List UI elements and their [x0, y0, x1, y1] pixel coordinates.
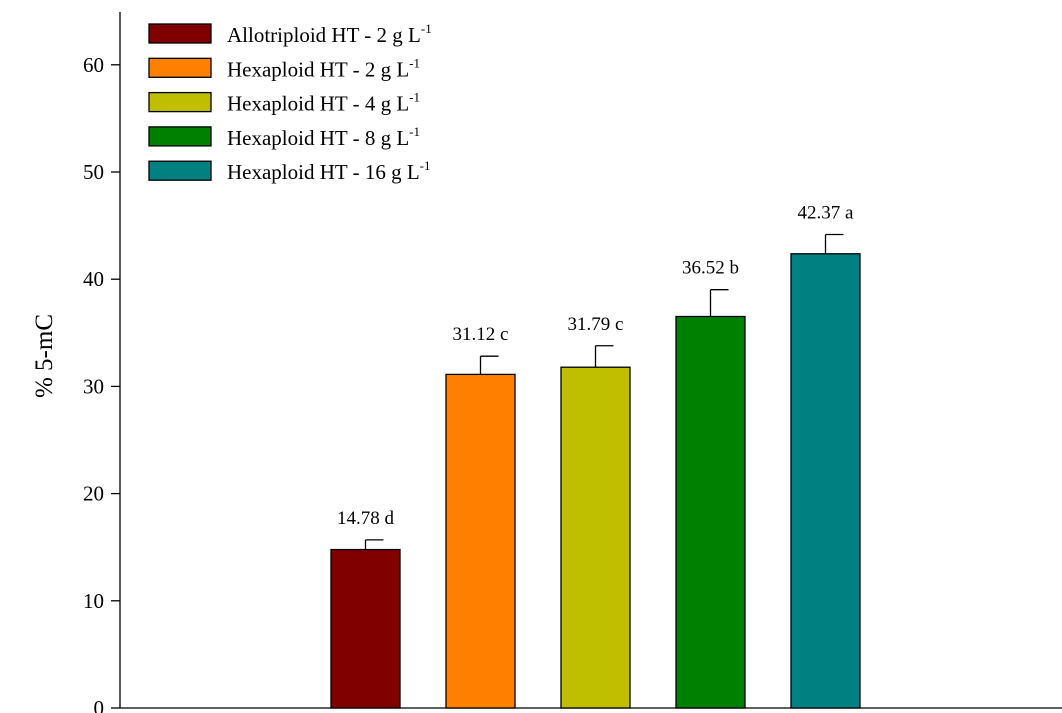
- legend-swatch: [148, 91, 212, 113]
- y-tick-label: 30: [83, 374, 104, 398]
- y-tick-label: 50: [83, 160, 104, 184]
- legend-label-superscript: -1: [420, 158, 431, 173]
- legend-swatch: [148, 126, 212, 147]
- y-tick-label: 10: [83, 589, 104, 613]
- legend-label-superscript: -1: [409, 55, 420, 70]
- bar: [560, 366, 631, 709]
- legend-swatch: [148, 57, 212, 78]
- y-tick-label: 60: [83, 53, 104, 77]
- data-label: 31.79 c: [568, 314, 624, 335]
- data-label: 42.37 a: [798, 202, 855, 223]
- y-tick-label: 20: [83, 482, 104, 506]
- legend-label: Hexaploid HT - 4 g L-1: [227, 90, 420, 116]
- y-tick-label: 40: [83, 267, 104, 291]
- legend-label-superscript: -1: [421, 21, 432, 36]
- bars-group: 14.78 d 31.12 c 31.79 c 36.52 b 42.37 a: [330, 202, 861, 709]
- y-axis: 0 10 20 30 40 50 60: [83, 12, 121, 713]
- bar: [790, 253, 861, 709]
- legend-label: Allotriploid HT - 2 g L-1: [227, 21, 432, 47]
- legend-label-superscript: -1: [409, 124, 420, 139]
- legend-label: Hexaploid HT - 2 g L-1: [227, 55, 420, 81]
- legend-swatch: [148, 23, 212, 44]
- data-label: 14.78 d: [337, 508, 395, 529]
- y-tick-label: 0: [94, 696, 105, 713]
- data-label: 31.12 c: [453, 324, 509, 345]
- bar: [675, 315, 746, 709]
- data-label: 36.52 b: [682, 258, 739, 279]
- bar: [445, 373, 516, 709]
- legend-label-superscript: -1: [409, 90, 420, 105]
- legend-swatch: [148, 160, 212, 181]
- bar: [330, 548, 401, 709]
- legend: Allotriploid HT - 2 g L-1 Hexaploid HT - …: [148, 21, 432, 184]
- legend-label: Hexaploid HT - 8 g L-1: [227, 124, 420, 150]
- y-axis-label: % 5-mC: [31, 314, 58, 398]
- legend-label: Hexaploid HT - 16 g L-1: [227, 158, 431, 184]
